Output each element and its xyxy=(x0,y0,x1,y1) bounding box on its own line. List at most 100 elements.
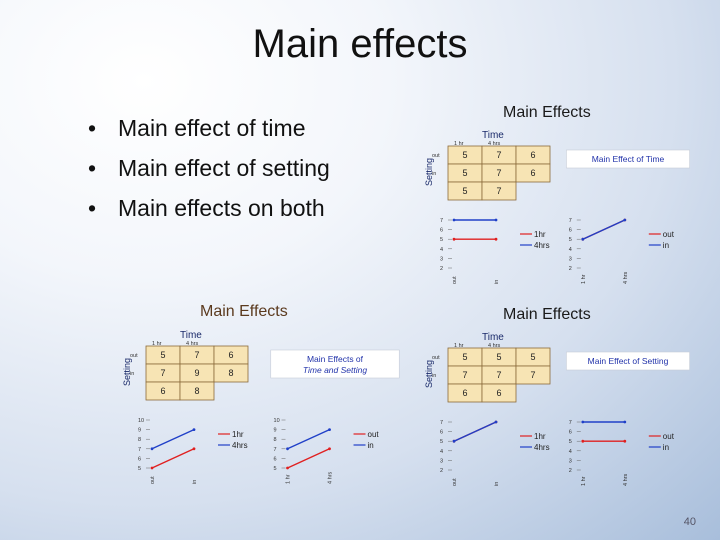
y-tick-label: 7 xyxy=(569,218,572,224)
mini-line-chart: 10 9 8 7 6 5 1 hr 4 hrs out in xyxy=(274,418,380,484)
data-point xyxy=(328,428,331,431)
bullet-item: Main effects on both xyxy=(88,188,330,228)
y-tick-label: 6 xyxy=(569,430,572,436)
col-header: 1 hr xyxy=(454,343,464,349)
y-tick-label: 5 xyxy=(569,237,572,243)
y-tick-label: 3 xyxy=(440,256,443,262)
panel-title-top-right: Main Effects xyxy=(503,104,591,121)
mini-line-chart: 7 6 5 4 3 2 out in 1hr 4hrs xyxy=(440,420,550,486)
caption-box xyxy=(566,149,690,169)
mini-line-chart: 10 9 8 7 6 5 out in 1hr 4hrs xyxy=(138,418,248,484)
x-tick-label: 1 hr xyxy=(581,476,587,486)
y-tick-label: 7 xyxy=(440,218,443,224)
table-cell xyxy=(481,383,517,403)
y-tick-label: 7 xyxy=(274,447,277,453)
effects-panel-bottom-right: Time 1 hr 4 hrs Setting out in 5 5 5 7 7 7 6 6 Main Ef… xyxy=(418,330,698,492)
y-tick-label: 8 xyxy=(138,437,141,443)
data-point xyxy=(494,420,498,424)
data-point xyxy=(192,447,196,451)
table-cell xyxy=(515,163,551,183)
time-label: Time xyxy=(482,332,504,343)
cell-value: 7 xyxy=(160,368,165,378)
data-point xyxy=(150,466,154,470)
mini-line-chart: 7 6 5 4 3 2 1 hr 4 hrs out in xyxy=(569,218,675,284)
setting-label: Setting xyxy=(424,360,434,388)
y-tick-label: 5 xyxy=(440,439,443,445)
y-tick-label: 2 xyxy=(569,468,572,474)
row-header: out xyxy=(432,153,440,159)
col-header: 4 hrs xyxy=(488,141,500,147)
bullet-item: Main effect of time xyxy=(88,108,330,148)
bullet-list: Main effect of time Main effect of setti… xyxy=(88,108,330,228)
row-header: in xyxy=(432,171,436,177)
setting-label: Setting xyxy=(122,358,132,386)
row-header: out xyxy=(130,353,138,359)
data-point xyxy=(581,439,585,443)
y-tick-label: 5 xyxy=(569,439,572,445)
setting-label: Setting xyxy=(424,158,434,186)
cell-value: 8 xyxy=(228,368,233,378)
y-tick-label: 7 xyxy=(138,447,141,453)
caption-text: Main Effects of xyxy=(307,354,364,364)
col-header: 4 hrs xyxy=(186,341,198,347)
table-cell xyxy=(213,363,249,383)
row-header: out xyxy=(432,355,440,361)
mini-line-chart: 7 6 5 4 3 2 1 hr 4 hrs out in xyxy=(569,420,675,486)
cell-value: 9 xyxy=(194,368,199,378)
cell-value: 5 xyxy=(496,352,501,362)
time-label: Time xyxy=(482,130,504,141)
y-tick-label: 5 xyxy=(440,237,443,243)
x-tick-label: out xyxy=(452,478,458,486)
series-line-1hr xyxy=(151,448,195,469)
cell-value: 7 xyxy=(194,350,199,360)
time-label: Time xyxy=(180,330,202,341)
cell-value: 6 xyxy=(530,150,535,160)
effects-panel-top-right: Time 1 hr 4 hrs Setting out in 5 7 6 5 7 6 5 7 Main Ef… xyxy=(418,128,698,288)
cell-value: 7 xyxy=(496,150,501,160)
panel-title-bottom-right: Main Effects xyxy=(503,306,591,323)
y-tick-label: 9 xyxy=(274,428,277,434)
y-tick-label: 3 xyxy=(569,256,572,262)
data-point xyxy=(452,218,456,222)
y-tick-label: 2 xyxy=(440,266,443,272)
caption-text: Main Effect of Setting xyxy=(588,356,669,366)
y-tick-label: 10 xyxy=(274,418,280,424)
data-point xyxy=(286,466,289,470)
x-tick-label: in xyxy=(494,280,500,284)
y-tick-label: 3 xyxy=(569,458,572,464)
y-tick-label: 4 xyxy=(569,449,572,455)
y-tick-label: 3 xyxy=(440,458,443,464)
y-tick-label: 4 xyxy=(440,449,443,455)
legend-label: 1hr xyxy=(232,430,244,439)
caption-box xyxy=(270,349,400,379)
x-tick-label: 1 hr xyxy=(286,474,292,484)
y-tick-label: 6 xyxy=(440,228,443,234)
y-tick-label: 7 xyxy=(440,420,443,426)
row-header: in xyxy=(130,371,134,377)
cell-value: 7 xyxy=(462,370,467,380)
mini-line-chart: 7 6 5 4 3 2 out in 1hr 4hrs xyxy=(440,218,550,284)
series-line-in xyxy=(287,428,330,450)
cell-value: 5 xyxy=(160,350,165,360)
cell-value: 8 xyxy=(194,386,199,396)
data-point xyxy=(623,439,627,443)
x-tick-label: 1 hr xyxy=(581,274,587,284)
col-header: 4 hrs xyxy=(488,343,500,349)
cell-value: 5 xyxy=(462,186,467,196)
x-tick-label: out xyxy=(150,476,156,484)
y-tick-label: 6 xyxy=(138,456,141,462)
y-tick-label: 4 xyxy=(440,247,443,253)
cell-value: 6 xyxy=(160,386,165,396)
row-header: in xyxy=(432,373,436,379)
table-cell xyxy=(481,181,517,201)
caption-text: Main Effect of Time xyxy=(592,154,665,164)
col-header: 1 hr xyxy=(454,141,464,147)
data-point xyxy=(623,420,627,424)
y-tick-label: 6 xyxy=(569,228,572,234)
y-tick-label: 6 xyxy=(274,456,277,462)
y-tick-label: 5 xyxy=(138,466,141,472)
cell-value: 5 xyxy=(462,150,467,160)
data-point xyxy=(452,237,456,241)
series-line-in xyxy=(582,219,626,240)
legend-label: in xyxy=(368,441,374,450)
